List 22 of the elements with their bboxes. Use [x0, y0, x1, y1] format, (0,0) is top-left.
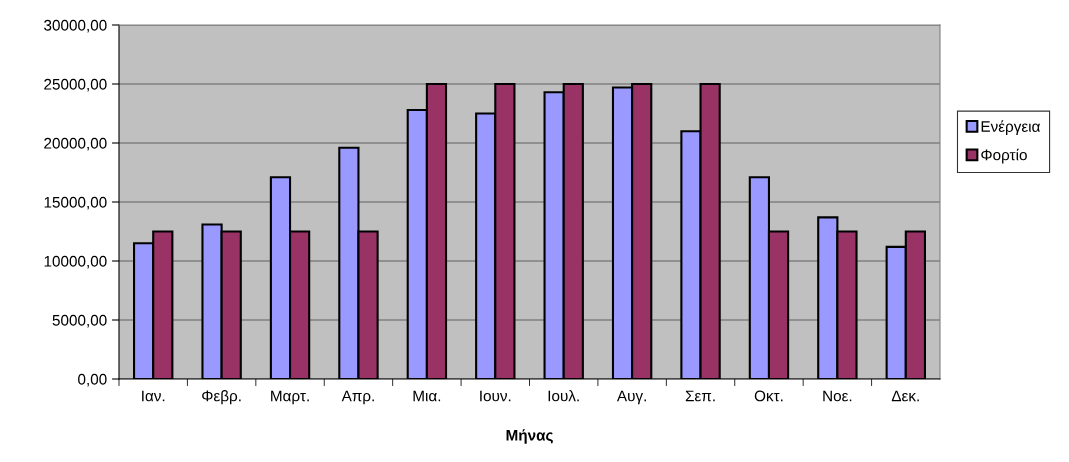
- x-tick-label: Μια.: [413, 390, 441, 402]
- x-tick-label: Απρ.: [341, 390, 374, 405]
- y-tick-label: 20000,00: [44, 137, 107, 151]
- x-tick-label: Σεπ.: [685, 390, 715, 402]
- y-tick-label: 10000,00: [44, 255, 107, 269]
- x-axis-title: Μήνας: [506, 429, 553, 444]
- y-tick-label: 15000,00: [44, 196, 107, 210]
- legend-label: Φορτίο: [981, 148, 1027, 164]
- x-tick-label: Φεβρ.: [202, 390, 241, 405]
- y-tick-label: 0,00: [78, 373, 107, 387]
- legend-label: Ενέργεια: [981, 120, 1040, 135]
- x-tick-label: Αυγ.: [616, 390, 646, 405]
- x-tick-label: Νοε.: [823, 390, 852, 402]
- x-tick-label: Δεκ.: [891, 390, 919, 402]
- x-tick-label: Οκτ.: [754, 390, 783, 402]
- x-tick-label: Μαρτ.: [271, 390, 309, 405]
- x-tick-label: Ιουν.: [480, 390, 511, 402]
- y-tick-label: 5000,00: [52, 314, 107, 328]
- x-tick-label: Ιαν.: [142, 390, 165, 402]
- y-tick-label: 25000,00: [44, 78, 107, 92]
- y-tick-label: 30000,00: [44, 19, 107, 33]
- x-tick-label: Ιουλ.: [548, 390, 579, 402]
